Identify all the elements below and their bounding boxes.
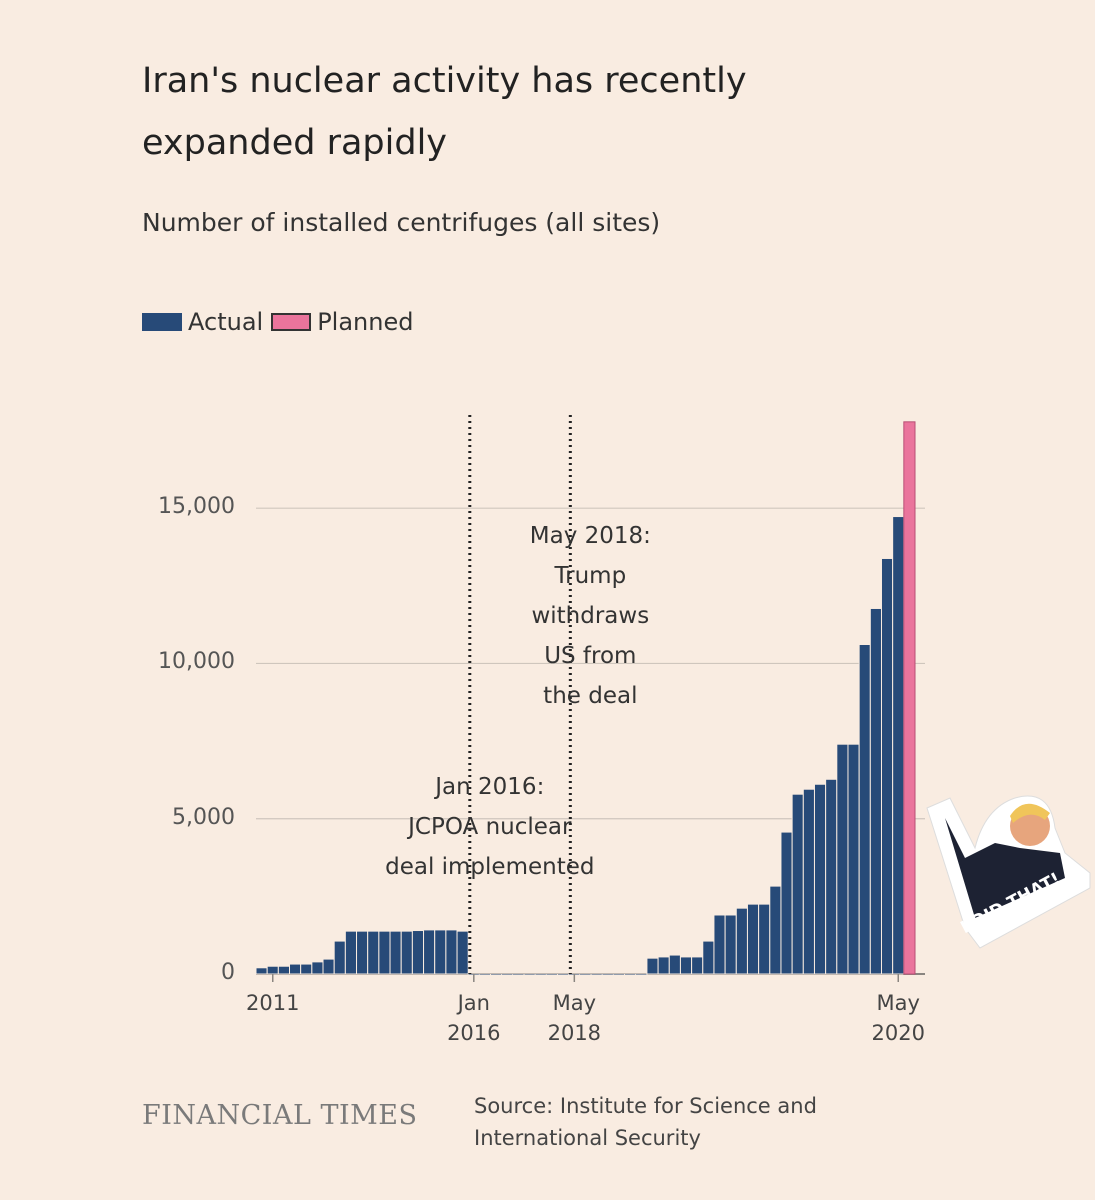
bar	[668, 954, 681, 975]
bar	[289, 963, 302, 975]
bar	[333, 940, 346, 975]
legend-label: Planned	[317, 308, 414, 336]
bar	[769, 885, 782, 975]
bar	[400, 930, 413, 975]
bar	[478, 973, 492, 976]
bar	[545, 973, 559, 976]
annotation: Jan 2016: JCPOA nuclear deal implemented	[360, 767, 620, 887]
bar	[880, 557, 894, 975]
bar	[758, 903, 771, 975]
bar	[367, 930, 380, 975]
bar	[702, 940, 715, 975]
bar	[579, 973, 592, 976]
bar	[557, 973, 570, 976]
legend-label: Actual	[188, 308, 264, 336]
bar	[266, 965, 279, 975]
bar	[735, 907, 748, 975]
bar	[691, 956, 704, 975]
bar	[646, 957, 659, 975]
bar	[590, 973, 603, 976]
bar	[356, 930, 369, 975]
bar	[456, 930, 469, 975]
annotation: May 2018: Trump withdraws US from the deal	[460, 516, 720, 716]
bar	[501, 973, 514, 976]
annotation-line: withdraws	[531, 603, 650, 629]
legend-swatch	[271, 313, 312, 331]
bar	[411, 930, 425, 975]
x-tick-label: May 2018	[547, 991, 602, 1045]
bar	[534, 973, 547, 976]
annotation-line: Jan 2016:	[435, 774, 545, 800]
bar	[746, 903, 760, 975]
sticker: I DID THAT!	[926, 795, 1091, 949]
annotation-line: Trump	[554, 563, 627, 589]
bar	[713, 914, 726, 975]
legend-item: Actual	[142, 308, 263, 336]
bar	[445, 929, 458, 975]
bar	[344, 930, 358, 975]
bar	[869, 607, 882, 975]
annotation-line: JCPOA nuclear	[408, 814, 572, 840]
bar	[836, 743, 849, 975]
bar	[679, 956, 693, 975]
bar	[378, 930, 391, 975]
annotation-line: deal implemented	[385, 854, 595, 880]
bar	[813, 783, 827, 975]
x-tick-label: 2011	[246, 991, 300, 1015]
bar	[300, 963, 313, 975]
bar	[423, 929, 436, 975]
annotation-line: US from	[544, 643, 637, 669]
bar	[277, 965, 291, 975]
bar	[858, 644, 871, 975]
sticker-figure	[945, 818, 1065, 918]
annotation-line: the deal	[543, 683, 638, 709]
annotation-line: May 2018:	[529, 523, 651, 549]
bar	[490, 973, 503, 976]
bar	[523, 973, 536, 976]
bar	[612, 973, 626, 976]
bar	[791, 793, 804, 975]
bar	[389, 930, 402, 975]
x-tick-label: May 2020	[871, 991, 925, 1045]
chart-subtitle: Number of installed centrifuges (all sit…	[142, 208, 661, 237]
bar	[434, 929, 447, 975]
y-tick-label: 15,000	[158, 494, 235, 520]
bar	[311, 961, 324, 975]
legend-item: Planned	[271, 308, 413, 336]
y-tick-label: 0	[221, 960, 235, 985]
y-tick-label: 10,000	[158, 649, 235, 675]
bar	[802, 788, 815, 975]
legend: Actual Planned	[142, 308, 421, 336]
bar	[657, 956, 670, 975]
chart-title: Iran's nuclear activity has recently exp…	[142, 61, 747, 163]
y-tick-label: 5,000	[172, 804, 235, 830]
bar	[624, 973, 637, 976]
bar	[512, 973, 525, 976]
legend-swatch	[142, 313, 182, 331]
bar	[635, 973, 648, 976]
bar	[892, 516, 905, 975]
sticker-hair	[1010, 803, 1050, 823]
brand: FINANCIAL TIMES	[142, 1100, 418, 1131]
bar	[255, 967, 268, 975]
bar	[825, 778, 838, 975]
source: Source: Institute for Science and Intern…	[474, 1094, 817, 1150]
bar	[322, 958, 335, 975]
bar	[724, 914, 737, 975]
x-tick-label: Jan 2016	[447, 991, 501, 1045]
bar	[780, 831, 793, 975]
bar	[847, 743, 860, 975]
bar	[903, 421, 916, 975]
bar	[601, 973, 614, 976]
